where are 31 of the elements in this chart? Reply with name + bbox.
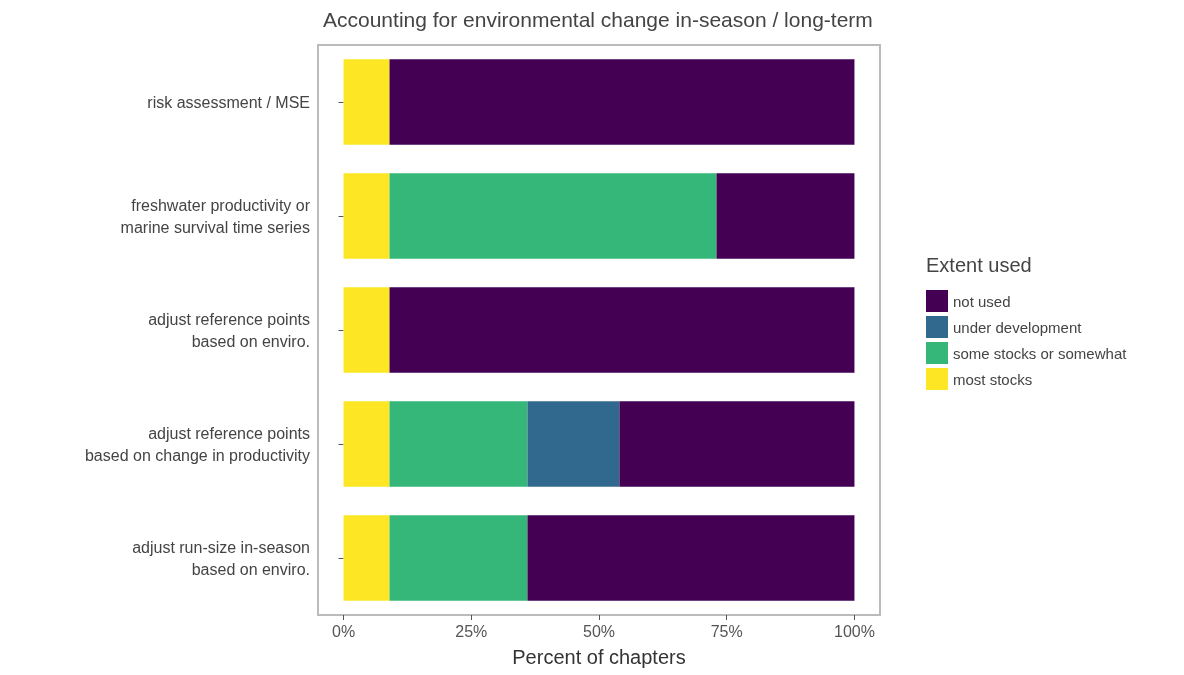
chart-title: Accounting for environmental change in-season / long-term [323,8,873,31]
legend-label: some stocks or somewhat [953,344,1128,362]
legend-label: not used [953,292,1011,310]
y-tick-label: adjust run-size in-season based on enviro. [132,538,310,578]
bar [389,401,528,487]
bar [343,401,390,487]
legend-label: under development [953,318,1083,336]
bar [343,59,390,145]
x-tick-label: 0% [331,622,356,640]
y-tick-label: adjust reference points based on enviro. [148,310,310,350]
bar [389,59,855,145]
legend-label: most stocks [953,370,1033,388]
bar [527,515,855,601]
bar [389,287,855,373]
y-tick-label: freshwater productivity or marine survival time series [120,196,311,236]
bar [343,287,390,373]
bar [389,515,528,601]
x-axis-title: Percent of chapters [512,646,686,668]
bar [343,515,390,601]
legend-title: Extent used [926,254,1032,276]
bar [716,173,855,259]
x-tick-label: 75% [710,622,743,640]
bar [527,401,620,487]
bar [343,173,390,259]
x-tick-label: 50% [582,622,616,640]
x-tick-label: 100% [833,622,875,640]
y-tick-label: risk assessment / MSE [147,93,310,111]
bar [619,401,855,487]
x-tick-label: 25% [455,622,488,640]
bar [389,173,717,259]
y-tick-label: adjust reference points based on change in productivity [84,424,310,464]
